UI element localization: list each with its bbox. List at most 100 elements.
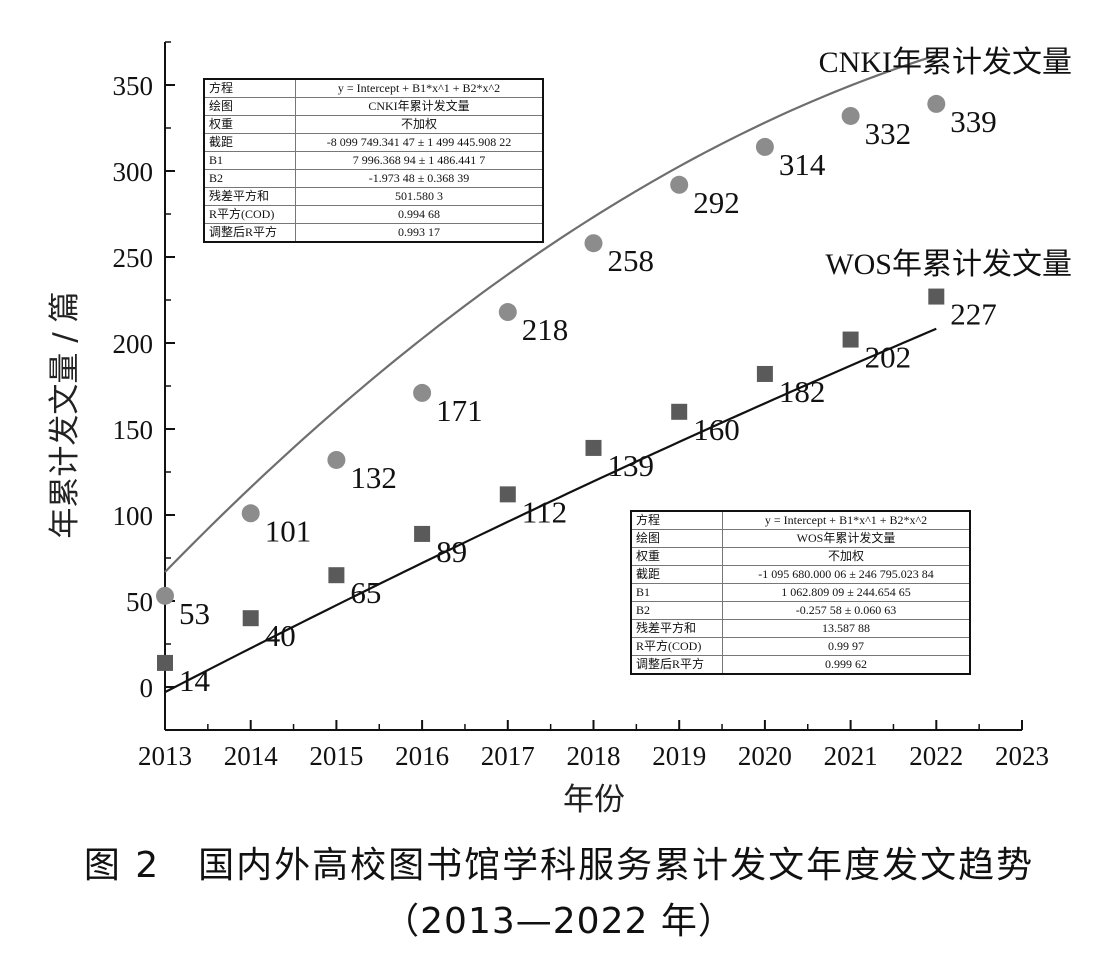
wos-data-label: 139 (608, 448, 655, 483)
fit-table-key: B2 (203, 169, 296, 188)
cnki-data-point (413, 383, 432, 402)
cnki-data-label: 258 (608, 243, 655, 278)
fit-table-row: B1 1 062.809 09 ± 244.654 65 (630, 583, 971, 602)
wos-data-point (328, 567, 345, 584)
fit-table-row: R平方(COD) 0.99 97 (630, 637, 971, 656)
fit-table-value: 不加权 (295, 115, 544, 134)
fit-table-row: 方程 y = Intercept + B1*x^1 + B2*x^2 (630, 510, 971, 530)
y-tick-label: 100 (113, 501, 154, 531)
wos-data-label: 65 (350, 575, 381, 610)
fit-table-key: 绘图 (203, 97, 296, 116)
cnki-data-label: 53 (179, 596, 210, 631)
wos-data-point (842, 331, 859, 348)
data-labels: 53 101 132 171 218 258 292 314 332 339 14 40 65 89 112… (179, 46, 1072, 698)
fit-table-value: y = Intercept + B1*x^1 + B2*x^2 (722, 510, 971, 530)
fit-table-value: -1 095 680.000 06 ± 246 795.023 84 (722, 565, 971, 584)
fit-table-key: 残差平方和 (203, 187, 296, 206)
wos-series-label: WOS年累计发文量 (825, 248, 1072, 281)
wos-data-point (157, 654, 173, 671)
y-tick-label: 300 (113, 157, 154, 187)
cnki-data-label: 171 (436, 393, 483, 428)
fit-table-key: R平方(COD) (203, 205, 296, 224)
fit-curves (164, 54, 937, 694)
fit-table-row: B1 7 996.368 94 ± 1 486.441 7 (203, 151, 544, 170)
wos-data-label: 89 (436, 534, 467, 569)
fit-table-value: 501.580 3 (295, 187, 544, 206)
fit-table-key: 方程 (203, 78, 296, 98)
wos-data-label: 112 (522, 494, 567, 529)
x-tick-label: 2013 (138, 741, 192, 771)
x-tick-label: 2016 (395, 741, 449, 771)
fit-table-row: 绘图 WOS年累计发文量 (630, 529, 971, 548)
fit-table-key: B2 (630, 601, 723, 620)
fit-table-value: -1.973 48 ± 0.368 39 (295, 169, 544, 188)
cnki-data-label: 218 (522, 312, 569, 347)
fit-table-value: WOS年累计发文量 (722, 529, 971, 548)
fit-curve-wos (164, 327, 937, 694)
wos-data-point (928, 288, 945, 305)
wos-data-point (756, 365, 773, 382)
fit-table-value: -8 099 749.341 47 ± 1 499 445.908 22 (295, 133, 544, 152)
cnki-data-point (927, 94, 946, 113)
wos-data-point (585, 439, 602, 456)
fit-table-key: 截距 (630, 565, 723, 584)
fit-table-row: 权重 不加权 (630, 547, 971, 566)
fit-table-value: 不加权 (722, 547, 971, 566)
fit-table-value: 13.587 88 (722, 619, 971, 638)
y-axis-title: 年累计发文量 / 篇 (47, 291, 83, 538)
x-tick-label: 2018 (567, 741, 621, 771)
wos-fit-table: 方程 y = Intercept + B1*x^1 + B2*x^2 绘图 WOS年累… (630, 510, 971, 675)
x-tick-label: 2021 (824, 741, 878, 771)
fit-table-row: 截距 -1 095 680.000 06 ± 246 795.023 84 (630, 565, 971, 584)
fit-table-key: 调整后R平方 (630, 655, 723, 675)
cnki-data-point (498, 303, 517, 322)
cnki-data-point (755, 137, 774, 156)
fit-table-row: 残差平方和 501.580 3 (203, 187, 544, 206)
fit-table-row: B2 -0.257 58 ± 0.060 63 (630, 601, 971, 620)
fit-table-value: 1 062.809 09 ± 244.654 65 (722, 583, 971, 602)
fit-table-key: 权重 (203, 115, 296, 134)
figure-caption-subtitle: （2013—2022 年） (383, 901, 735, 942)
y-tick-label: 200 (113, 329, 154, 359)
wos-data-label: 182 (779, 374, 826, 409)
fit-table-key: B1 (630, 583, 723, 602)
fit-table-key: 权重 (630, 547, 723, 566)
fit-table-key: 残差平方和 (630, 619, 723, 638)
x-tick-label: 2020 (738, 741, 792, 771)
cnki-data-point (156, 586, 174, 605)
wos-data-label: 227 (950, 297, 997, 332)
cnki-data-point (841, 106, 860, 125)
cnki-data-point (584, 234, 603, 253)
x-tick-label: 2014 (224, 741, 279, 771)
axes: 2013 2014 2015 2016 2017 2018 2019 2020 2021 2022… (113, 41, 1049, 771)
fit-table-row: 残差平方和 13.587 88 (630, 619, 971, 638)
fit-table-value: 7 996.368 94 ± 1 486.441 7 (295, 151, 544, 170)
cnki-data-label: 292 (693, 185, 740, 220)
fit-table-row: 截距 -8 099 749.341 47 ± 1 499 445.908 22 (203, 133, 544, 152)
fit-table-value: CNKI年累计发文量 (295, 97, 544, 116)
fit-table-value: 0.994 68 (295, 205, 544, 224)
cnki-data-point (241, 504, 260, 523)
fit-table-row: 方程 y = Intercept + B1*x^1 + B2*x^2 (203, 78, 544, 98)
fit-table-value: -0.257 58 ± 0.060 63 (722, 601, 971, 620)
fit-table-value: 0.993 17 (295, 223, 544, 243)
fit-table-key: 方程 (630, 510, 723, 530)
fit-table-row: 权重 不加权 (203, 115, 544, 134)
y-tick-label: 250 (113, 243, 154, 273)
wos-data-label: 14 (179, 663, 211, 698)
x-tick-label: 2022 (909, 741, 963, 771)
fit-table-value: 0.99 97 (722, 637, 971, 656)
wos-data-label: 40 (265, 618, 296, 653)
fit-table-row: 绘图 CNKI年累计发文量 (203, 97, 544, 116)
cnki-data-label: 314 (779, 147, 826, 182)
fit-table-key: 调整后R平方 (203, 223, 296, 243)
figure-caption-title: 图 2 国内外高校图书馆学科服务累计发文年度发文趋势 (83, 845, 1035, 886)
fit-table-row: R平方(COD) 0.994 68 (203, 205, 544, 224)
cnki-data-point (327, 450, 346, 469)
wos-data-point (499, 486, 516, 503)
fit-table-value: 0.999 62 (722, 655, 971, 675)
cnki-data-label: 101 (265, 513, 312, 548)
x-tick-label: 2017 (481, 741, 535, 771)
cnki-data-label: 332 (865, 116, 912, 151)
cnki-data-label: 339 (950, 104, 997, 139)
